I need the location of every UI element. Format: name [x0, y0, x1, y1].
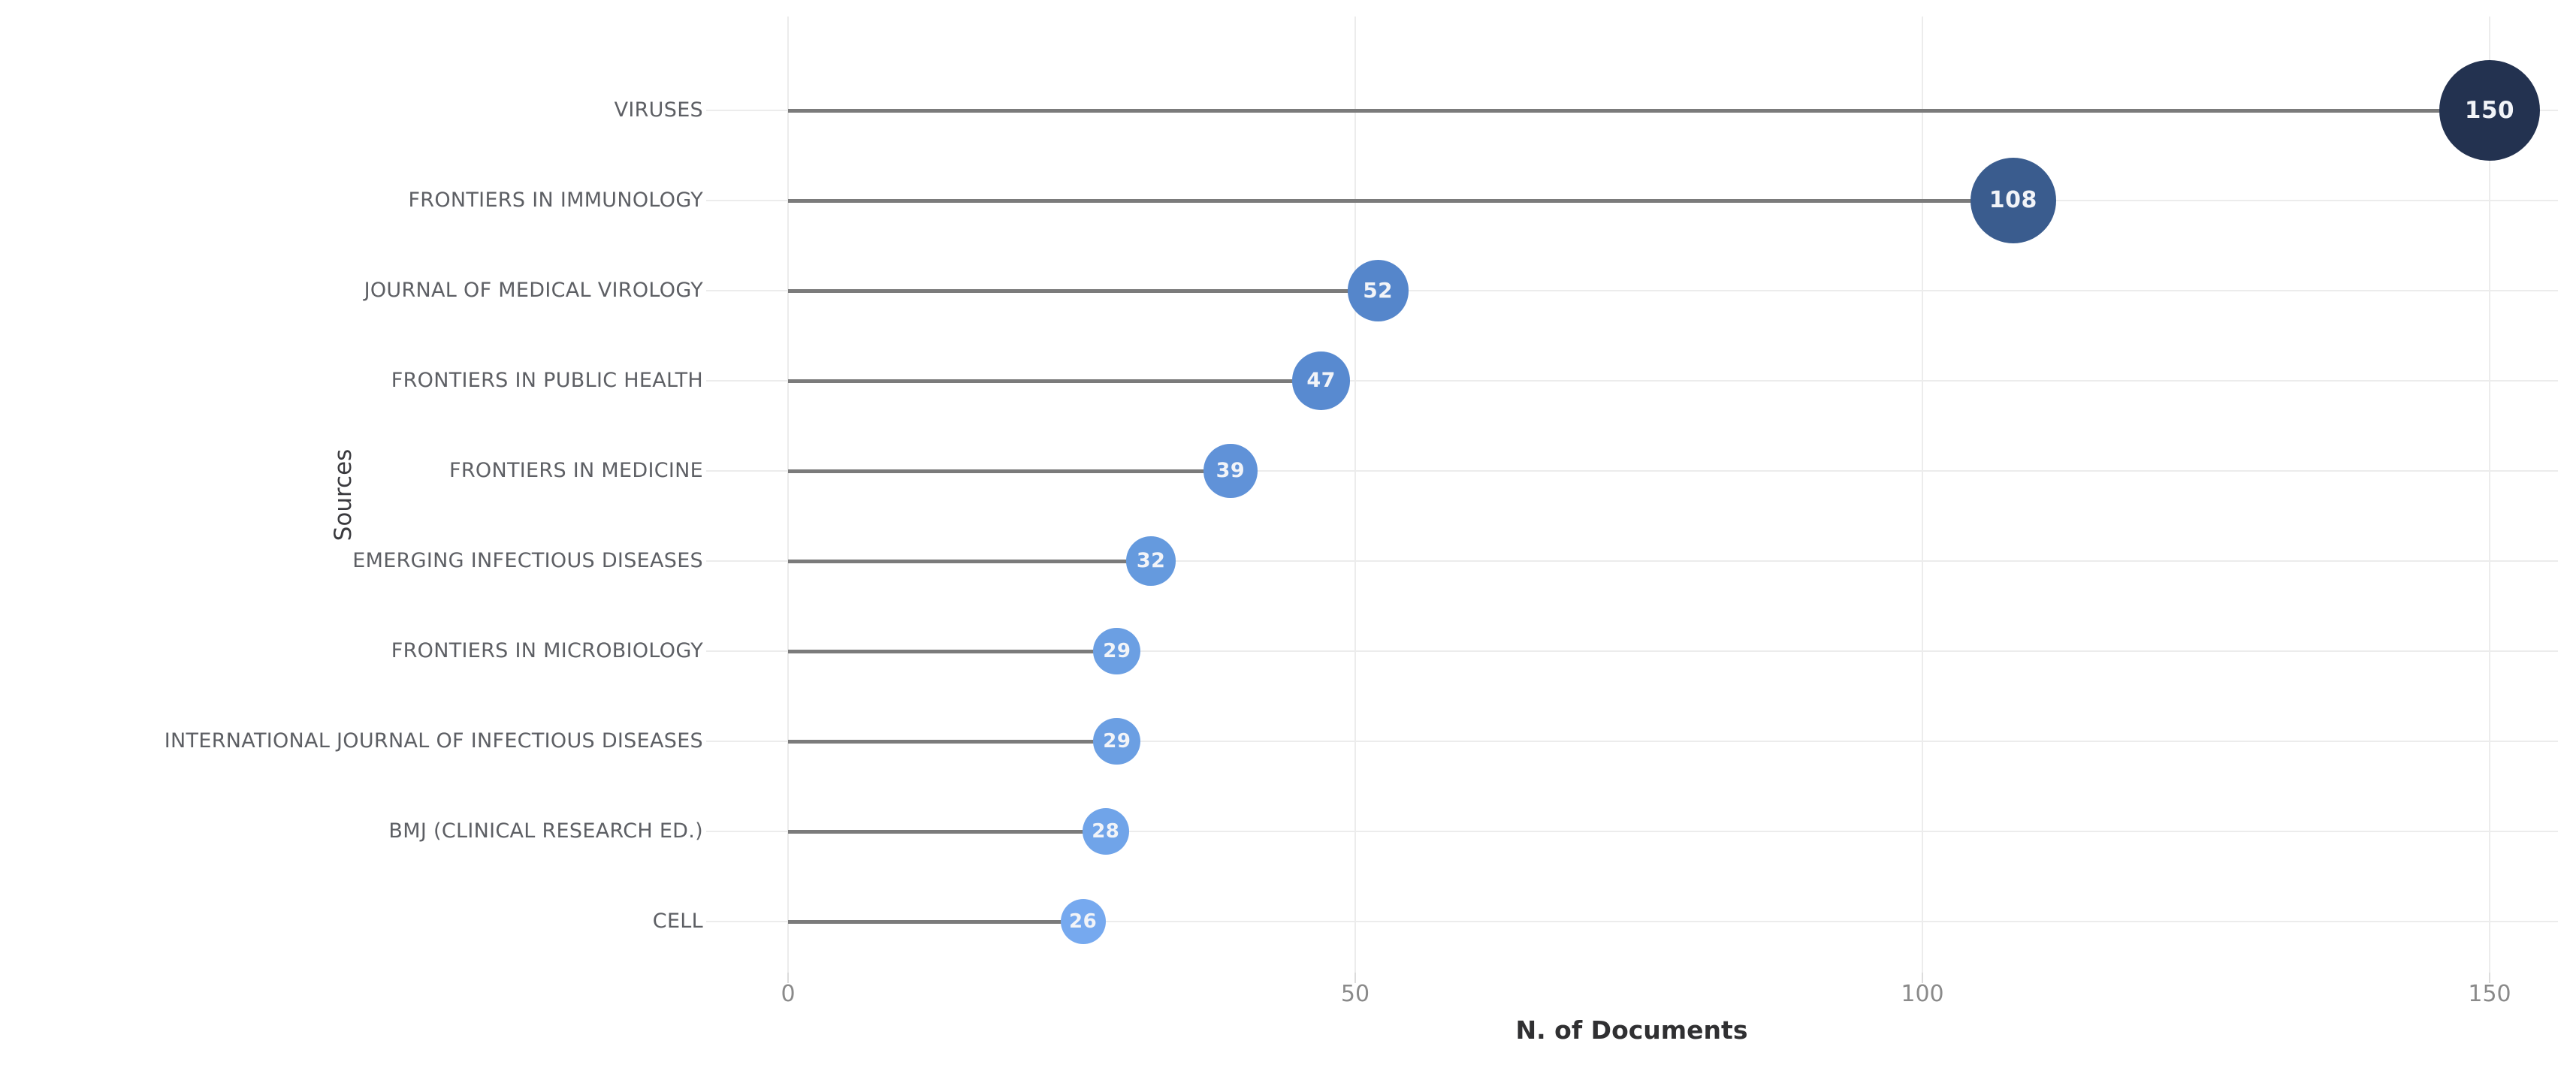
x-tick-mark [787, 973, 789, 983]
row-gridline [706, 290, 2558, 291]
category-label: FRONTIERS IN IMMUNOLOGY [408, 189, 703, 212]
row-gridline [706, 380, 2558, 382]
row-gridline [706, 470, 2558, 472]
lollipop-stem [788, 739, 1117, 744]
data-point-bubble[interactable]: 47 [1291, 351, 1351, 410]
data-point-bubble[interactable]: 29 [1093, 627, 1141, 675]
lollipop-stem [788, 649, 1117, 653]
x-tick-label: 100 [1901, 981, 1944, 1007]
category-label: FRONTIERS IN MEDICINE [449, 459, 703, 482]
x-gridline [1354, 17, 1356, 973]
data-point-bubble[interactable]: 150 [2439, 60, 2540, 161]
row-gridline [706, 831, 2558, 832]
category-label: VIRUSES [614, 98, 703, 122]
category-label: BMJ (CLINICAL RESEARCH ED.) [388, 819, 703, 843]
data-point-bubble[interactable]: 39 [1203, 444, 1258, 498]
lollipop-stem [788, 829, 1106, 834]
category-label: EMERGING INFECTIOUS DISEASES [352, 549, 703, 572]
category-label: INTERNATIONAL JOURNAL OF INFECTIOUS DISE… [164, 729, 703, 753]
x-gridline [787, 17, 789, 973]
category-label: FRONTIERS IN PUBLIC HEALTH [391, 369, 703, 392]
lollipop-stem [788, 379, 1321, 383]
data-point-bubble[interactable]: 108 [1970, 157, 2056, 244]
x-tick-mark [1922, 973, 1923, 983]
row-gridline [706, 560, 2558, 562]
data-point-bubble[interactable]: 26 [1060, 899, 1106, 944]
data-point-bubble[interactable]: 32 [1126, 536, 1176, 586]
lollipop-stem [788, 469, 1231, 473]
lollipop-stem [788, 919, 1083, 924]
row-gridline [706, 650, 2558, 652]
data-point-bubble[interactable]: 52 [1347, 260, 1409, 321]
x-gridline [2489, 17, 2490, 973]
category-label: CELL [652, 910, 703, 933]
x-tick-mark [1354, 973, 1356, 983]
lollipop-stem [788, 288, 1379, 293]
lollipop-stem [788, 108, 2490, 113]
category-label: JOURNAL OF MEDICAL VIROLOGY [364, 279, 703, 302]
x-tick-label: 50 [1340, 981, 1370, 1007]
x-tick-label: 0 [781, 981, 796, 1007]
row-gridline [706, 741, 2558, 742]
x-tick-mark [2489, 973, 2490, 983]
x-axis-title: N. of Documents [1515, 1015, 1748, 1045]
x-tick-label: 150 [2468, 981, 2511, 1007]
row-gridline [706, 921, 2558, 922]
lollipop-stem [788, 198, 2013, 203]
x-gridline [1922, 17, 1923, 973]
lollipop-stem [788, 559, 1152, 563]
category-label: FRONTIERS IN MICROBIOLOGY [391, 639, 703, 662]
data-point-bubble[interactable]: 29 [1093, 717, 1141, 765]
plot-panel[interactable]: 150 108 52 47 39 32 29 29 28 26 [706, 17, 2558, 973]
data-point-bubble[interactable]: 28 [1082, 808, 1129, 855]
